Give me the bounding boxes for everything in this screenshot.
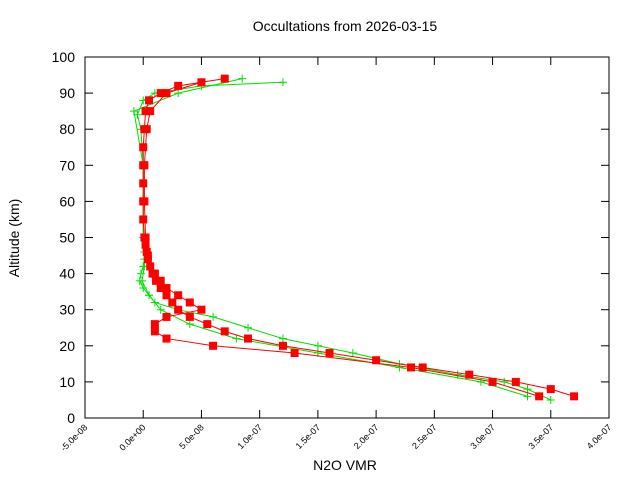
- point: [174, 89, 183, 98]
- point: [150, 320, 159, 329]
- y-tick-label: 0: [67, 410, 75, 426]
- point: [203, 320, 212, 329]
- point: [232, 334, 241, 343]
- point: [348, 349, 357, 358]
- point: [145, 291, 154, 300]
- point: [141, 107, 150, 116]
- point: [500, 377, 509, 386]
- point: [209, 312, 218, 321]
- point: [523, 392, 532, 401]
- point: [185, 320, 194, 329]
- point: [511, 377, 520, 386]
- point: [372, 356, 381, 365]
- point: [546, 385, 555, 394]
- point: [244, 334, 253, 343]
- y-tick-label: 50: [59, 230, 75, 246]
- x-tick-label: 0.0e+00: [117, 422, 147, 452]
- point: [156, 89, 165, 98]
- x-axis-label: N2O VMR: [313, 457, 377, 473]
- point: [174, 81, 183, 90]
- point: [197, 78, 206, 87]
- y-tick-label: 70: [59, 157, 75, 173]
- point: [418, 363, 427, 372]
- x-tick-label: -5.0e-08: [59, 422, 90, 453]
- y-tick-label: 30: [59, 302, 75, 318]
- point: [152, 276, 161, 285]
- point: [139, 215, 148, 224]
- point: [162, 284, 171, 293]
- point: [523, 385, 532, 394]
- point: [146, 107, 155, 116]
- point: [162, 89, 171, 98]
- point: [488, 377, 497, 386]
- point: [407, 363, 416, 372]
- point: [465, 370, 474, 379]
- x-tick-label: 3.5e-07: [527, 422, 556, 451]
- plot-frame: [84, 56, 610, 419]
- point: [174, 305, 183, 314]
- point: [143, 251, 152, 260]
- point: [162, 312, 171, 321]
- point: [156, 276, 165, 285]
- point: [141, 233, 150, 242]
- x-tick-label: 3.0e-07: [468, 422, 497, 451]
- y-tick-label: 60: [59, 193, 75, 209]
- point: [162, 334, 171, 343]
- x-tick-label: 2.0e-07: [352, 422, 381, 451]
- point: [395, 363, 404, 372]
- point: [290, 349, 299, 358]
- point: [220, 74, 229, 83]
- point: [313, 341, 322, 350]
- x-tick-label: 1.5e-07: [294, 422, 323, 451]
- point: [209, 341, 218, 350]
- point: [325, 349, 334, 358]
- point: [220, 327, 229, 336]
- series-line: [142, 78, 575, 397]
- point: [140, 197, 149, 206]
- point: [156, 284, 165, 293]
- point: [278, 341, 287, 350]
- point: [145, 96, 154, 105]
- series-line: [143, 81, 540, 397]
- y-tick-label: 90: [59, 85, 75, 101]
- point: [156, 305, 165, 314]
- point: [535, 392, 544, 401]
- point: [168, 298, 177, 307]
- x-tick-label: 2.5e-07: [410, 422, 439, 451]
- x-tick-label: 5.0e-08: [177, 422, 206, 451]
- y-tick-label: 100: [52, 49, 76, 65]
- point: [546, 395, 555, 404]
- point: [278, 78, 287, 87]
- series-line: [136, 81, 551, 401]
- x-tick-label: 1.0e-07: [235, 422, 264, 451]
- point: [185, 298, 194, 307]
- point: [139, 143, 148, 152]
- x-tick-label: 4.0e-07: [585, 422, 614, 451]
- point: [278, 334, 287, 343]
- y-tick-label: 20: [59, 338, 75, 354]
- y-tick-label: 80: [59, 121, 75, 137]
- point: [150, 327, 159, 336]
- y-tick-label: 10: [59, 374, 75, 390]
- point: [476, 377, 485, 386]
- point: [244, 323, 253, 332]
- point: [142, 125, 151, 134]
- point: [138, 276, 147, 285]
- y-tick-label: 40: [59, 266, 75, 282]
- point: [162, 291, 171, 300]
- point: [174, 291, 183, 300]
- point: [238, 74, 247, 83]
- chart-title: Occultations from 2026-03-15: [253, 18, 438, 34]
- point: [141, 240, 150, 249]
- point: [150, 269, 159, 278]
- point: [146, 262, 155, 271]
- point: [139, 179, 148, 188]
- point: [197, 305, 206, 314]
- point: [140, 161, 149, 170]
- point: [570, 392, 579, 401]
- point: [185, 312, 194, 321]
- y-axis-label: Altitude (km): [6, 199, 22, 278]
- point: [129, 107, 138, 116]
